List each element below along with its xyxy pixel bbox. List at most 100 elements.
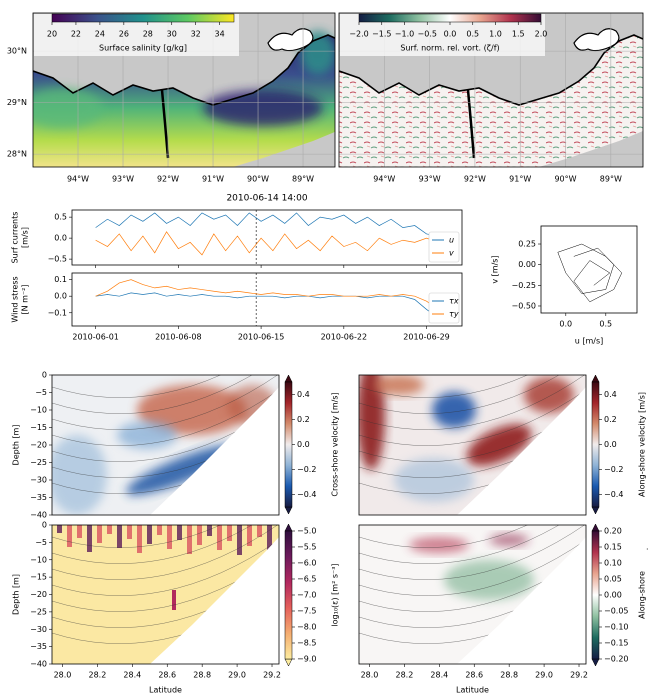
x-tick-label: 2010-06-22	[321, 333, 368, 342]
field-feature	[237, 525, 242, 555]
field-feature	[267, 525, 272, 551]
frame	[358, 524, 587, 665]
bathymetry	[150, 537, 279, 664]
field-feature	[207, 525, 212, 536]
colorbar-tick-label: 0.2	[297, 415, 310, 424]
colorbar	[284, 530, 293, 660]
y-tick-label: −30	[30, 625, 47, 634]
colorbar-tick-label: −0.15	[604, 639, 629, 648]
y-tick-label: −30	[30, 476, 47, 485]
x-tick-label: 91°W	[509, 175, 531, 184]
y-axis-label: [m/s]	[21, 227, 30, 248]
colorbar	[284, 381, 293, 508]
bathymetry	[457, 537, 586, 664]
x-tick-label: 94°W	[373, 175, 395, 184]
y-tick-label: 0.1	[54, 275, 67, 284]
colorbar-tick-label: 0.4	[297, 390, 310, 399]
field-feature	[524, 377, 574, 413]
y-tick-label: −10	[30, 406, 47, 415]
contour	[52, 525, 278, 580]
colorbar-tick-label: −8.5	[297, 639, 316, 648]
x-axis-label: Latitude	[149, 686, 182, 695]
x-axis-label: Latitude	[456, 686, 489, 695]
colorbar-tick-label: −0.4	[297, 490, 316, 499]
colorbar-tick-label: −6.0	[297, 559, 316, 568]
x-tick-label: 89°W	[292, 175, 314, 184]
island	[267, 28, 314, 52]
contour	[359, 539, 586, 596]
x-tick-label: 93°W	[419, 175, 441, 184]
field-feature	[167, 525, 172, 549]
x-tick-label: 0.5	[599, 320, 612, 329]
x-tick-label: 28.4	[123, 671, 141, 680]
colorbar-tick-label: 0.0	[297, 440, 310, 449]
frame	[71, 272, 463, 327]
colorbar-extend	[284, 523, 293, 532]
x-tick-label: 2010-06-15	[238, 333, 285, 342]
x-tick-label: 28.4	[430, 671, 448, 680]
y-tick-label: 0	[42, 521, 47, 530]
legend-label: τy	[449, 310, 459, 319]
colorbar	[51, 13, 235, 23]
colorbar-tick-label: −2.0	[349, 30, 368, 39]
colorbar-extend	[284, 506, 293, 515]
field-feature	[444, 560, 534, 600]
plot-area	[557, 243, 623, 303]
contour	[52, 539, 279, 596]
contour	[359, 525, 529, 548]
y-tick-label: −35	[30, 642, 47, 651]
y-tick-label: 0.5	[54, 213, 67, 222]
plot-area	[359, 525, 586, 664]
field-feature	[107, 525, 112, 534]
y-axis-label: v [m/s]	[491, 255, 500, 283]
plot-area	[95, 273, 451, 326]
field-feature	[374, 375, 424, 395]
series-line	[557, 243, 623, 303]
y-tick-label: −20	[30, 590, 47, 599]
field-feature	[432, 392, 476, 428]
colorbar-tick-label: 28	[143, 30, 153, 39]
field-feature	[137, 525, 142, 553]
colorbar-tick-label: 0.00	[604, 591, 622, 600]
colorbar-tick-label: 30	[167, 30, 177, 39]
colorbar-tick-label: −1.0	[395, 30, 414, 39]
y-tick-label: 0.00	[518, 260, 536, 269]
colorbar-extend	[284, 658, 293, 667]
colorbar-tick-label: −0.4	[604, 490, 623, 499]
series-line	[95, 231, 451, 256]
x-tick-label: 28.2	[395, 671, 413, 680]
colorbar-tick-label: 34	[215, 30, 225, 39]
x-tick-label: 28.8	[500, 671, 518, 680]
x-tick-label: 29.0	[228, 671, 246, 680]
plot-area	[52, 375, 279, 515]
contour	[359, 375, 560, 414]
x-tick-label: 92°W	[157, 175, 179, 184]
y-tick-label: −5	[35, 538, 47, 547]
colorbar-label: log₁₀(ε) [m² s⁻³]	[331, 563, 340, 626]
legend-label: v	[449, 249, 454, 258]
contour	[359, 525, 585, 580]
x-tick-label: 2010-06-01	[72, 333, 119, 342]
x-axis-label: u [m/s]	[575, 337, 604, 346]
y-tick-label: −35	[30, 493, 47, 502]
colorbar-tick-label: −6.5	[297, 575, 316, 584]
plot-area	[52, 525, 279, 664]
colorbar-tick-label: −8.0	[297, 623, 316, 632]
y-tick-label: −40	[30, 511, 47, 520]
legend-label: τx	[449, 297, 459, 306]
colorbar-tick-label: 32	[191, 30, 201, 39]
x-tick-label: 0.0	[559, 320, 572, 329]
colorbar-tick-label: 0.15	[604, 543, 622, 552]
annotation: .	[646, 543, 649, 552]
field-feature	[247, 525, 252, 546]
colorbar-extend	[284, 374, 293, 383]
x-tick-label: 92°W	[464, 175, 486, 184]
y-tick-label: 29°N	[7, 98, 27, 107]
colorbar-tick-label: 0.2	[604, 415, 617, 424]
transect	[466, 89, 476, 159]
series-line	[95, 279, 451, 314]
colorbar-tick-label: 0.0	[444, 30, 457, 39]
colorbar-tick-label: 22	[71, 30, 81, 39]
colorbar-tick-label: −7.5	[297, 607, 316, 616]
bathymetry	[457, 387, 586, 515]
